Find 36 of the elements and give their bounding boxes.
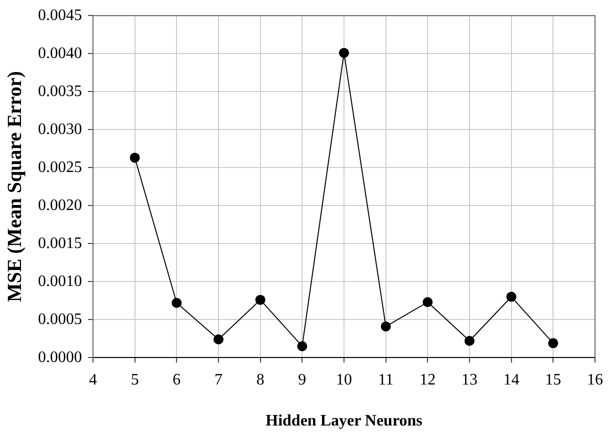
x-axis-title: Hidden Layer Neurons [266, 412, 422, 430]
x-tick-label: 13 [462, 371, 478, 388]
x-tick-label: 6 [172, 371, 181, 388]
x-tick-label: 5 [130, 371, 139, 388]
y-tick-label: 0.0020 [38, 196, 82, 214]
x-tick-label: 15 [545, 371, 562, 388]
x-tick-label: 8 [256, 371, 264, 388]
point [464, 336, 474, 346]
y-axis-title: MSE (Mean Square Error) [4, 71, 26, 302]
y-tick-label: 0.0025 [38, 158, 82, 176]
y-tick-label: 0.0045 [38, 6, 82, 24]
y-tick-label: 0.0005 [38, 310, 82, 328]
y-tick-label: 0.0035 [38, 82, 82, 100]
x-tick-label: 14 [503, 371, 520, 388]
y-tick-label: 0.0010 [38, 272, 82, 290]
point [130, 152, 140, 163]
x-tick-label: 16 [587, 371, 603, 388]
y-tick-label: 0.0030 [38, 120, 82, 138]
x-tick-label: 7 [214, 371, 222, 388]
y-tick-label: 0.0000 [38, 348, 82, 366]
x-tick-label: 4 [89, 371, 97, 388]
y-tick-label: 0.0040 [38, 44, 82, 62]
point [506, 292, 516, 302]
point [548, 338, 558, 348]
y-tick-label: 0.0015 [38, 234, 82, 252]
x-tick-label: 9 [298, 371, 306, 388]
point [255, 294, 266, 305]
point [422, 297, 433, 308]
point [214, 334, 224, 344]
x-tick-label: 10 [336, 371, 352, 388]
point [339, 48, 349, 58]
x-tick-label: 11 [378, 371, 394, 388]
point [297, 341, 308, 352]
x-tick-label: 12 [420, 371, 436, 388]
point [380, 321, 391, 332]
point [172, 298, 182, 308]
